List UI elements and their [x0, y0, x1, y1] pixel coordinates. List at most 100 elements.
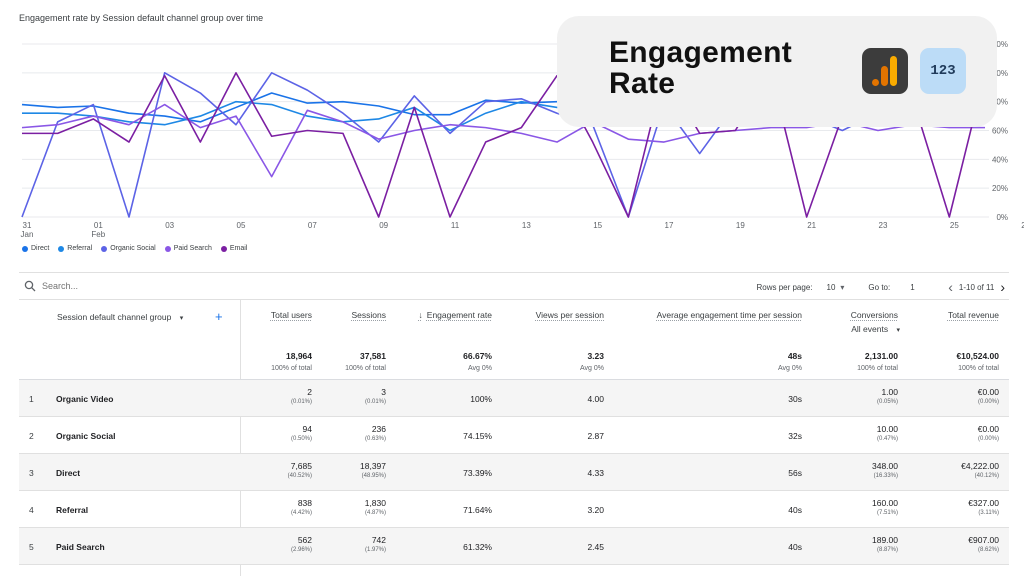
dimension-header[interactable]: Session default channel group ▾ [57, 312, 183, 322]
cell-revenue-value: €0.00 [977, 387, 999, 397]
cell-sessions: 18,397 (48.95%) [360, 461, 386, 479]
cell-conversions-pct: (7.51%) [876, 510, 898, 516]
cell-revenue: €0.00 (0.00%) [978, 424, 999, 442]
row-number: 5 [29, 542, 34, 552]
banner-title: Engagement Rate [609, 37, 839, 99]
table-row[interactable]: 3 Direct 7,685 (40.52%) 18,397 (48.95%) 73.39%… [19, 454, 1009, 491]
cell-revenue-value: €907.00 [968, 535, 999, 545]
rows-per-page-value: 10 [826, 282, 836, 292]
previous-page-icon[interactable]: ‹ [948, 279, 953, 295]
totals-sessions-sub: 100% of total [345, 365, 386, 372]
header-sessions[interactable]: Sessions [351, 310, 387, 320]
cell-users-pct: (4.42%) [290, 510, 312, 516]
cell-conversions-pct: (8.87%) [876, 547, 898, 553]
row-channel-name[interactable]: Organic Social [56, 431, 116, 441]
x-tick-label: 11 [451, 221, 460, 230]
chart-legend: Direct Referral Organic Social Paid Search E… [22, 245, 247, 252]
row-channel-name[interactable]: Organic Video [56, 394, 114, 404]
legend-dot [220, 245, 227, 252]
totals-views-per-session: 3.23 [587, 351, 604, 361]
dimension-header-label: Session default channel group [57, 312, 172, 322]
cell-conversions: 160.00 (7.51%) [872, 498, 898, 516]
banner-title-line1: Engagement [609, 36, 793, 69]
header-total-revenue[interactable]: Total revenue [947, 310, 999, 320]
cell-revenue: €327.00 (3.11%) [968, 498, 999, 516]
table-row[interactable]: 5 Paid Search 562 (2.96%) 742 (1.97%) 61.32% 2.… [19, 528, 1009, 565]
legend-item[interactable]: Direct [22, 245, 49, 252]
cell-conversions-value: 160.00 [872, 498, 898, 508]
header-conversions[interactable]: Conversions [850, 310, 898, 320]
row-number: 3 [29, 468, 34, 478]
cell-revenue: €4,222.00 (40.12%) [961, 461, 999, 479]
chart-title: Engagement rate by Session default chann… [19, 13, 264, 23]
totals-avg-engagement-time: 48s [787, 351, 802, 361]
go-to-input[interactable]: 1 [910, 282, 915, 292]
row-channel-name[interactable]: Paid Search [56, 542, 105, 552]
cell-revenue-pct: (0.00%) [977, 399, 999, 405]
pagination: Rows per page: 10 ▾ Go to: 1 ‹ 1-10 of 1… [756, 273, 1005, 301]
legend-item[interactable]: Paid Search [164, 245, 212, 252]
cell-users-value: 838 [297, 498, 312, 508]
cell-sessions-pct: (1.97%) [364, 547, 386, 553]
add-dimension-icon[interactable]: + [215, 309, 223, 324]
series-line-email [22, 72, 986, 218]
header-engagement-rate[interactable]: ↓ Engagement rate [419, 310, 492, 320]
x-tick-label: 27 [1021, 221, 1024, 230]
cell-conversions: 348.00 (16.33%) [872, 461, 898, 479]
table-row[interactable]: 2 Organic Social 94 (0.50%) 236 (0.63%) 74.15%… [19, 417, 1009, 454]
table-row[interactable]: 4 Referral 838 (4.42%) 1,830 (4.87%) 71.64% 3.2… [19, 491, 1009, 528]
cell-revenue-pct: (40.12%) [974, 473, 999, 479]
rows-per-page-select[interactable]: 10 ▾ [827, 283, 845, 292]
x-tick-label: 13 [522, 221, 531, 230]
y-tick-label: 0% [996, 213, 1008, 222]
number-badge: 123 [920, 48, 966, 94]
cell-sessions-pct: (0.63%) [364, 436, 386, 442]
totals-users-sub: 100% of total [271, 365, 312, 372]
cell-views-per-session: 4.00 [587, 394, 604, 404]
totals-revenue: €10,524.00 [956, 351, 999, 361]
legend-dot [101, 245, 108, 252]
cell-conversions-value: 189.00 [872, 535, 898, 545]
y-tick-label: 120% [988, 40, 1008, 49]
dropdown-icon[interactable]: ▾ [179, 315, 184, 322]
totals-engagement-rate: 66.67% [463, 351, 492, 361]
cell-revenue: €0.00 (0.00%) [978, 387, 999, 405]
cell-sessions: 742 (1.97%) [365, 535, 386, 553]
row-number: 1 [29, 394, 34, 404]
data-grid: Session default channel group ▾ + Total … [19, 300, 1009, 576]
legend-item[interactable]: Referral [58, 245, 92, 252]
cell-users-pct: (0.01%) [290, 399, 312, 405]
cell-conversions-value: 1.00 [881, 387, 898, 397]
next-page-icon[interactable]: › [1000, 279, 1005, 295]
cell-avg-engagement-time: 56s [788, 468, 802, 478]
row-channel-name[interactable]: Direct [56, 468, 81, 478]
x-tick-label: 19 [736, 221, 745, 230]
header-total-users[interactable]: Total users [270, 310, 312, 320]
table-row[interactable]: 1 Organic Video 2 (0.01%) 3 (0.01%) 100% 4.00 30… [19, 380, 1009, 417]
x-tick-label: 15 [593, 221, 602, 230]
row-channel-name[interactable]: Referral [56, 505, 89, 515]
page-range: 1-10 of 11 [958, 282, 995, 292]
engagement-rate-banner: Engagement Rate 123 [557, 16, 997, 127]
search-input[interactable] [42, 281, 242, 291]
x-tick-label: 17 [665, 221, 674, 230]
y-tick-label: 80% [992, 98, 1008, 107]
y-tick-label: 40% [992, 155, 1008, 164]
cell-views-per-session: 3.20 [587, 505, 604, 515]
cell-views-per-session: 2.45 [587, 542, 604, 552]
cell-engagement-rate: 74.15% [463, 431, 492, 441]
cell-sessions-value: 18,397 [360, 461, 386, 471]
cell-sessions-value: 1,830 [364, 498, 386, 508]
table-toolbar: Rows per page: 10 ▾ Go to: 1 ‹ 1-10 of 1… [19, 272, 1009, 300]
conversions-event-select[interactable]: All events ▾ [851, 324, 900, 334]
header-avg-engagement-time[interactable]: Average engagement time per session [656, 310, 802, 320]
legend-item[interactable]: Email [220, 245, 247, 252]
cell-sessions-value: 3 [381, 387, 386, 397]
legend-item[interactable]: Organic Social [101, 245, 156, 252]
cell-revenue: €907.00 (8.62%) [968, 535, 999, 553]
cell-conversions-pct: (16.33%) [873, 473, 898, 479]
cell-users-pct: (40.52%) [287, 473, 312, 479]
header-views-per-session[interactable]: Views per session [535, 310, 604, 320]
cell-revenue-value: €0.00 [977, 424, 999, 434]
cell-users: 562 (2.96%) [291, 535, 312, 553]
